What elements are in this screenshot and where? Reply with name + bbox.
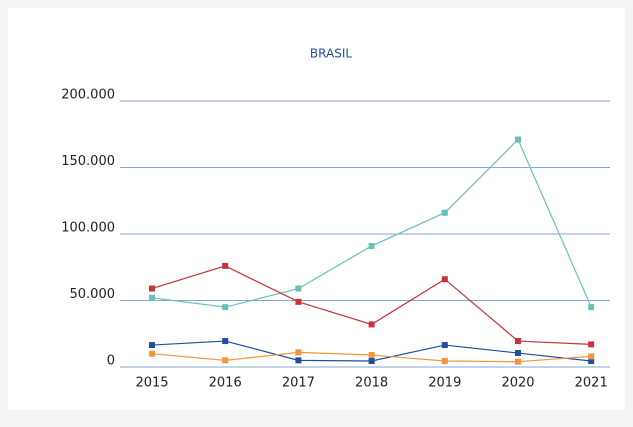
point-marker xyxy=(295,285,302,292)
x-tick-label: 2019 xyxy=(428,376,461,391)
point-marker xyxy=(295,349,302,356)
x-tick-label: 2017 xyxy=(282,376,315,391)
y-tick-label: 100.000 xyxy=(61,221,115,236)
point-marker xyxy=(515,338,521,345)
point-marker xyxy=(368,242,375,249)
chart-panel xyxy=(8,8,625,410)
y-tick-label: 0 xyxy=(107,354,115,369)
point-marker xyxy=(222,304,229,311)
point-marker xyxy=(295,298,302,305)
point-marker xyxy=(149,285,155,292)
point-marker xyxy=(588,341,595,348)
point-marker xyxy=(222,338,229,345)
point-marker xyxy=(441,276,448,283)
x-tick-label: 2021 xyxy=(575,376,608,391)
point-marker xyxy=(588,304,595,311)
point-marker xyxy=(149,294,155,301)
point-marker xyxy=(368,358,375,365)
point-marker xyxy=(368,321,375,328)
point-marker xyxy=(515,136,521,143)
point-marker xyxy=(149,342,155,349)
x-tick-label: 2018 xyxy=(355,376,388,391)
point-marker xyxy=(588,353,595,360)
point-marker xyxy=(515,358,521,365)
point-marker xyxy=(368,352,375,359)
point-marker xyxy=(441,209,448,216)
point-marker xyxy=(441,358,448,365)
x-tick-label: 2015 xyxy=(135,376,168,391)
chart-title: BRASIL xyxy=(310,47,352,61)
point-marker xyxy=(295,357,302,364)
point-marker xyxy=(222,357,229,364)
x-tick-label: 2016 xyxy=(209,376,242,391)
y-tick-label: 50.000 xyxy=(70,287,116,302)
y-tick-label: 200.000 xyxy=(61,88,115,103)
y-tick-label: 150.000 xyxy=(61,154,115,169)
point-marker xyxy=(515,350,521,357)
point-marker xyxy=(149,350,155,357)
x-tick-label: 2020 xyxy=(501,376,534,391)
point-marker xyxy=(588,358,595,365)
point-marker xyxy=(222,262,229,269)
point-marker xyxy=(441,342,448,349)
